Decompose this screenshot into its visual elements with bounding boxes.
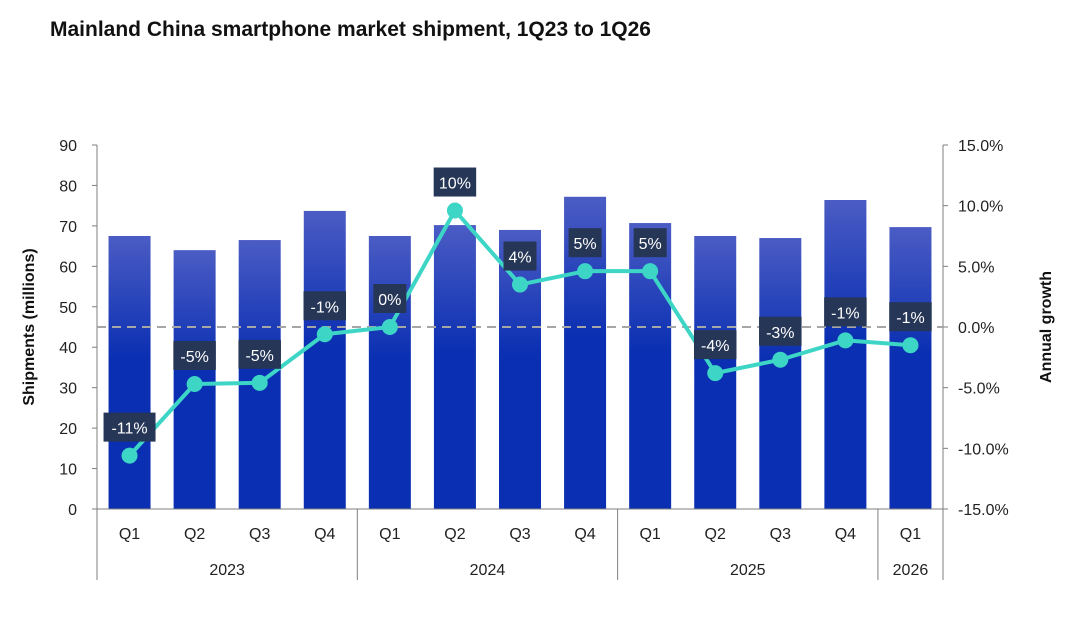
data-label: -5% <box>245 348 273 365</box>
data-label: -1% <box>831 305 859 322</box>
growth-point-12 <box>902 337 919 354</box>
year-label: 2026 <box>893 562 929 579</box>
left-tick-label: 20 <box>59 421 77 438</box>
left-tick-label: 0 <box>68 502 77 519</box>
data-label: 5% <box>574 236 597 253</box>
left-tick-label: 90 <box>59 138 77 155</box>
data-label: -3% <box>766 325 794 342</box>
right-tick-label: 10.0% <box>958 199 1003 216</box>
data-label-box <box>173 341 216 371</box>
year-label: 2025 <box>730 562 766 579</box>
x-tick-label: Q4 <box>835 526 856 543</box>
data-label-box <box>238 339 281 369</box>
growth-point-4 <box>381 319 398 335</box>
x-tick-label: Q2 <box>184 526 205 543</box>
data-label: -1% <box>311 299 339 316</box>
growth-point-10 <box>772 351 789 368</box>
data-label-box <box>633 228 667 258</box>
right-tick-label: -15.0% <box>958 502 1009 519</box>
year-label: 2024 <box>470 562 506 579</box>
x-tick-label: Q1 <box>900 526 921 543</box>
right-tick-label: -10.0% <box>958 441 1009 458</box>
data-label: -11% <box>111 421 147 438</box>
y-axis-title: Shipments (millions) <box>21 248 38 405</box>
bar-12 <box>889 227 932 509</box>
data-label: 4% <box>508 250 531 267</box>
growth-point-1 <box>186 376 203 393</box>
left-tick-label: 30 <box>59 381 77 398</box>
right-tick-label: 0.0% <box>958 320 994 337</box>
bar-4 <box>368 236 411 509</box>
right-tick-label: 5.0% <box>958 259 994 276</box>
growth-point-8 <box>642 263 659 280</box>
growth-point-6 <box>512 276 528 293</box>
y2-axis-title: Annual growth <box>1038 271 1055 383</box>
data-label-box <box>693 330 737 360</box>
x-tick-label: Q2 <box>444 526 465 543</box>
growth-point-5 <box>446 202 463 219</box>
left-tick-label: 40 <box>59 340 77 357</box>
x-tick-label: Q3 <box>249 526 270 543</box>
x-tick-label: Q4 <box>574 526 595 543</box>
left-tick-label: 10 <box>59 462 77 479</box>
left-tick-label: 80 <box>59 178 77 195</box>
bar-6 <box>499 229 541 509</box>
growth-point-11 <box>837 332 854 349</box>
chart-title: Mainland China smartphone market shipmen… <box>50 18 651 41</box>
data-label-box <box>103 412 156 442</box>
bar-11 <box>824 200 867 509</box>
x-tick-label: Q4 <box>314 526 335 543</box>
data-label-box <box>759 316 802 346</box>
growth-point-9 <box>707 365 724 382</box>
bar-10 <box>759 238 802 509</box>
data-label-box <box>824 297 867 327</box>
right-tick-label: 15.0% <box>958 138 1003 155</box>
left-tick-label: 70 <box>59 219 77 236</box>
growth-point-3 <box>316 326 333 343</box>
bar-2 <box>238 240 281 510</box>
x-tick-label: Q2 <box>705 526 726 543</box>
data-label-box <box>433 167 477 197</box>
data-label-box <box>568 228 602 258</box>
data-label: 0% <box>378 292 401 309</box>
data-label-box <box>889 302 932 332</box>
bar-0 <box>108 236 151 509</box>
data-label: -1% <box>896 310 924 327</box>
left-tick-label: 60 <box>59 259 77 276</box>
growth-point-2 <box>251 374 268 391</box>
right-tick-label: -5.0% <box>958 381 1000 398</box>
data-label: -5% <box>180 349 208 366</box>
data-label: 5% <box>639 236 662 253</box>
data-label-box <box>503 241 537 271</box>
x-tick-label: Q1 <box>379 526 400 543</box>
data-label-box <box>373 284 407 313</box>
growth-point-0 <box>121 447 138 464</box>
x-tick-label: Q1 <box>639 526 660 543</box>
growth-point-7 <box>577 263 594 280</box>
bar-3 <box>303 210 346 509</box>
x-tick-label: Q3 <box>770 526 791 543</box>
data-label: -4% <box>701 338 729 355</box>
x-tick-label: Q1 <box>119 526 140 543</box>
year-label: 2023 <box>209 562 245 579</box>
bar-5 <box>433 225 476 509</box>
data-label-box <box>303 291 347 321</box>
x-tick-label: Q3 <box>509 526 530 543</box>
data-label: 10% <box>439 176 471 193</box>
left-tick-label: 50 <box>59 300 77 317</box>
